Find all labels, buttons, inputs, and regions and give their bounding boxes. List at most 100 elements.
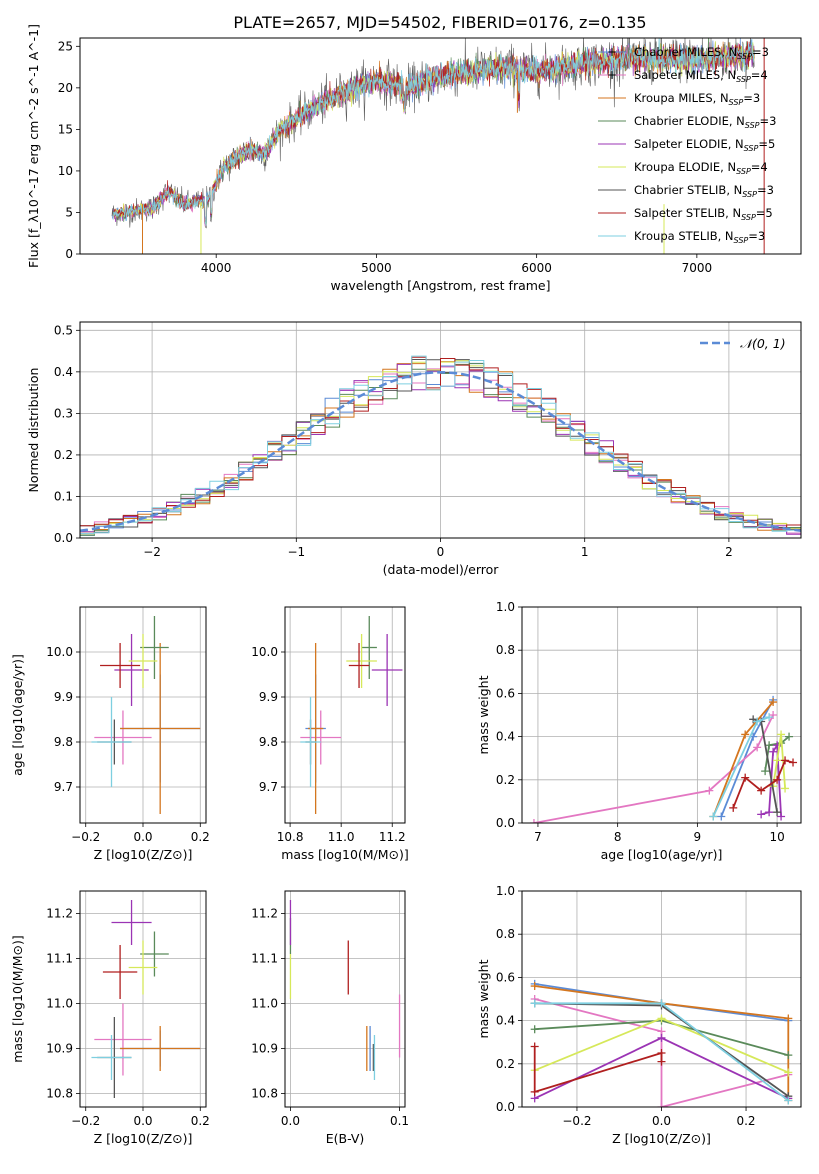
weight-series-kroupa-stelib	[530, 999, 793, 1105]
legend-subscript: SSP	[744, 144, 759, 153]
weight-marker	[784, 1068, 793, 1077]
weight-marker	[530, 1042, 539, 1051]
legend-count: =3	[760, 114, 777, 128]
weight-marker	[781, 784, 790, 793]
errorbar-salpeter-stelib	[100, 643, 141, 688]
legend-subscript: SSP	[729, 98, 744, 107]
weight-marker	[657, 1057, 666, 1066]
weight-marker	[530, 982, 539, 991]
weight-line	[533, 1046, 663, 1094]
x-tick-label: 9	[694, 830, 702, 844]
weight-marker	[717, 812, 726, 821]
legend-label: Chabrier ELODIE, NSSP=3	[634, 114, 776, 130]
x-tick-label: 6000	[521, 261, 552, 275]
legend-count: =3	[757, 183, 774, 197]
y-tick-label: 0.2	[54, 448, 73, 462]
plot-age-weight: 7 8 9 10 0.0 0.2 0.4 0.6 0.8 1.0 age [log10(age/yr…	[476, 600, 802, 862]
x-tick-label: −2	[143, 545, 161, 559]
weight-marker	[657, 1049, 666, 1057]
y-tick-label: 10.8	[46, 1087, 73, 1101]
y-tick-label: 20	[58, 81, 73, 95]
weight-marker	[777, 730, 786, 739]
x-axis-label: wavelength [Angstrom, rest frame]	[330, 278, 550, 293]
axes-frame	[521, 606, 802, 824]
errorbar-kroupa-elodie	[346, 634, 377, 688]
errorbar-kroupa-stelib	[91, 1035, 132, 1080]
y-tick-label: 0.1	[54, 489, 73, 503]
weight-series-kroupa-stelib	[709, 713, 774, 821]
x-tick-label: 7000	[682, 261, 713, 275]
axes-frame	[79, 321, 802, 539]
weight-marker	[657, 1103, 666, 1107]
figure-title: PLATE=2657, MJD=54502, FIBERID=0176, z=0…	[233, 13, 646, 32]
weight-marker	[657, 1033, 666, 1042]
weight-marker	[753, 743, 762, 752]
plot-content	[529, 695, 798, 823]
x-tick-label: 0.0	[133, 1114, 152, 1128]
x-axis-label: Z [log10(Z/Z⊙)]	[612, 1131, 711, 1146]
axes-frame	[284, 890, 406, 1108]
y-tick-label: 10.8	[251, 1087, 278, 1101]
weight-marker	[769, 747, 778, 756]
y-tick-label: 15	[58, 122, 73, 136]
y-tick-label: 11.0	[251, 997, 278, 1011]
y-tick-label: 11.1	[46, 952, 73, 966]
y-tick-label: 0.6	[496, 970, 515, 984]
weight-marker	[729, 803, 738, 812]
errorbar-salpeter-miles	[94, 710, 152, 765]
x-tick-label: 7	[534, 830, 542, 844]
y-axis-label: Normed distribution	[26, 368, 41, 493]
plot-z-age: −0.2 0.0 0.2 9.7 9.8 9.9 10.0 Z [log10(Z/Z⊙)] ag…	[10, 606, 210, 862]
x-axis-label: age [log10(age/yr)]	[601, 847, 723, 862]
weight-series-kroupa-elodie	[769, 730, 790, 793]
y-tick-label: 9.9	[54, 690, 73, 704]
legend-subscript: SSP	[741, 213, 756, 222]
legend-count: =3	[743, 91, 760, 105]
y-axis-label: mass weight	[476, 675, 491, 754]
errorbar-salpeter-miles	[94, 1003, 152, 1076]
plot-mass-age: 10.8 11.0 11.2 9.7 9.8 9.9 10.0 mass [log10(M/M…	[251, 606, 409, 862]
y-tick-label: 9.7	[259, 780, 278, 794]
errorbar-chabrier-elodie	[140, 616, 169, 679]
y-tick-label: 9.7	[54, 780, 73, 794]
weight-marker	[657, 999, 666, 1008]
weight-line	[534, 985, 790, 1101]
y-axis-label: mass [log10(M/M⊙)]	[10, 935, 25, 1063]
spectrum-line-kroupa-elodie	[113, 41, 755, 225]
x-tick-label: −0.2	[71, 830, 100, 844]
weight-marker	[773, 756, 782, 765]
plot-z-mass: −0.2 0.0 0.2 10.8 10.9 11.0 11.1 11.2 Z [log10(Z…	[10, 890, 210, 1146]
normal-curve	[80, 371, 801, 532]
weight-marker	[784, 1014, 793, 1023]
x-tick-label: 0	[437, 545, 445, 559]
weight-series-salpeter-miles	[529, 711, 778, 823]
errorbar-salpeter-stelib	[348, 643, 370, 688]
y-tick-label: 5	[65, 205, 73, 219]
weight-marker	[784, 1051, 793, 1060]
y-tick-label: 11.0	[46, 997, 73, 1011]
weight-marker	[530, 999, 539, 1008]
errorbar-kroupa-miles	[120, 643, 201, 814]
legend-label: Kroupa STELIB, NSSP=3	[634, 229, 765, 245]
y-tick-label: 0.2	[496, 1057, 515, 1071]
y-axis-label: mass weight	[476, 959, 491, 1038]
weight-marker	[765, 713, 774, 722]
errorbar-salpeter-elodie	[371, 634, 403, 706]
weight-marker	[757, 786, 766, 795]
errorbar-salpeter-elodie	[111, 900, 152, 945]
spectrum-legend: + Chabrier MILES, NSSP=3 + Salpeter MILES, …	[598, 45, 776, 245]
y-tick-label: 10	[58, 164, 73, 178]
errorbar-kroupa-elodie	[128, 634, 158, 688]
y-tick-label: 9.8	[54, 735, 73, 749]
weight-marker	[530, 1087, 539, 1096]
y-tick-label: 1.0	[496, 884, 515, 898]
x-tick-label: 0.2	[191, 1114, 210, 1128]
weight-marker	[757, 810, 766, 819]
weight-marker	[761, 767, 770, 776]
x-axis-label: E(B-V)	[326, 1131, 365, 1146]
plot-z-weight: −0.2 0.0 0.2 0.0 0.2 0.4 0.6 0.8 1.0 Z [log10(Z/Z…	[476, 884, 802, 1146]
axes-frame	[79, 606, 207, 824]
weight-marker	[789, 758, 798, 767]
x-tick-label: 0.2	[736, 1114, 755, 1128]
